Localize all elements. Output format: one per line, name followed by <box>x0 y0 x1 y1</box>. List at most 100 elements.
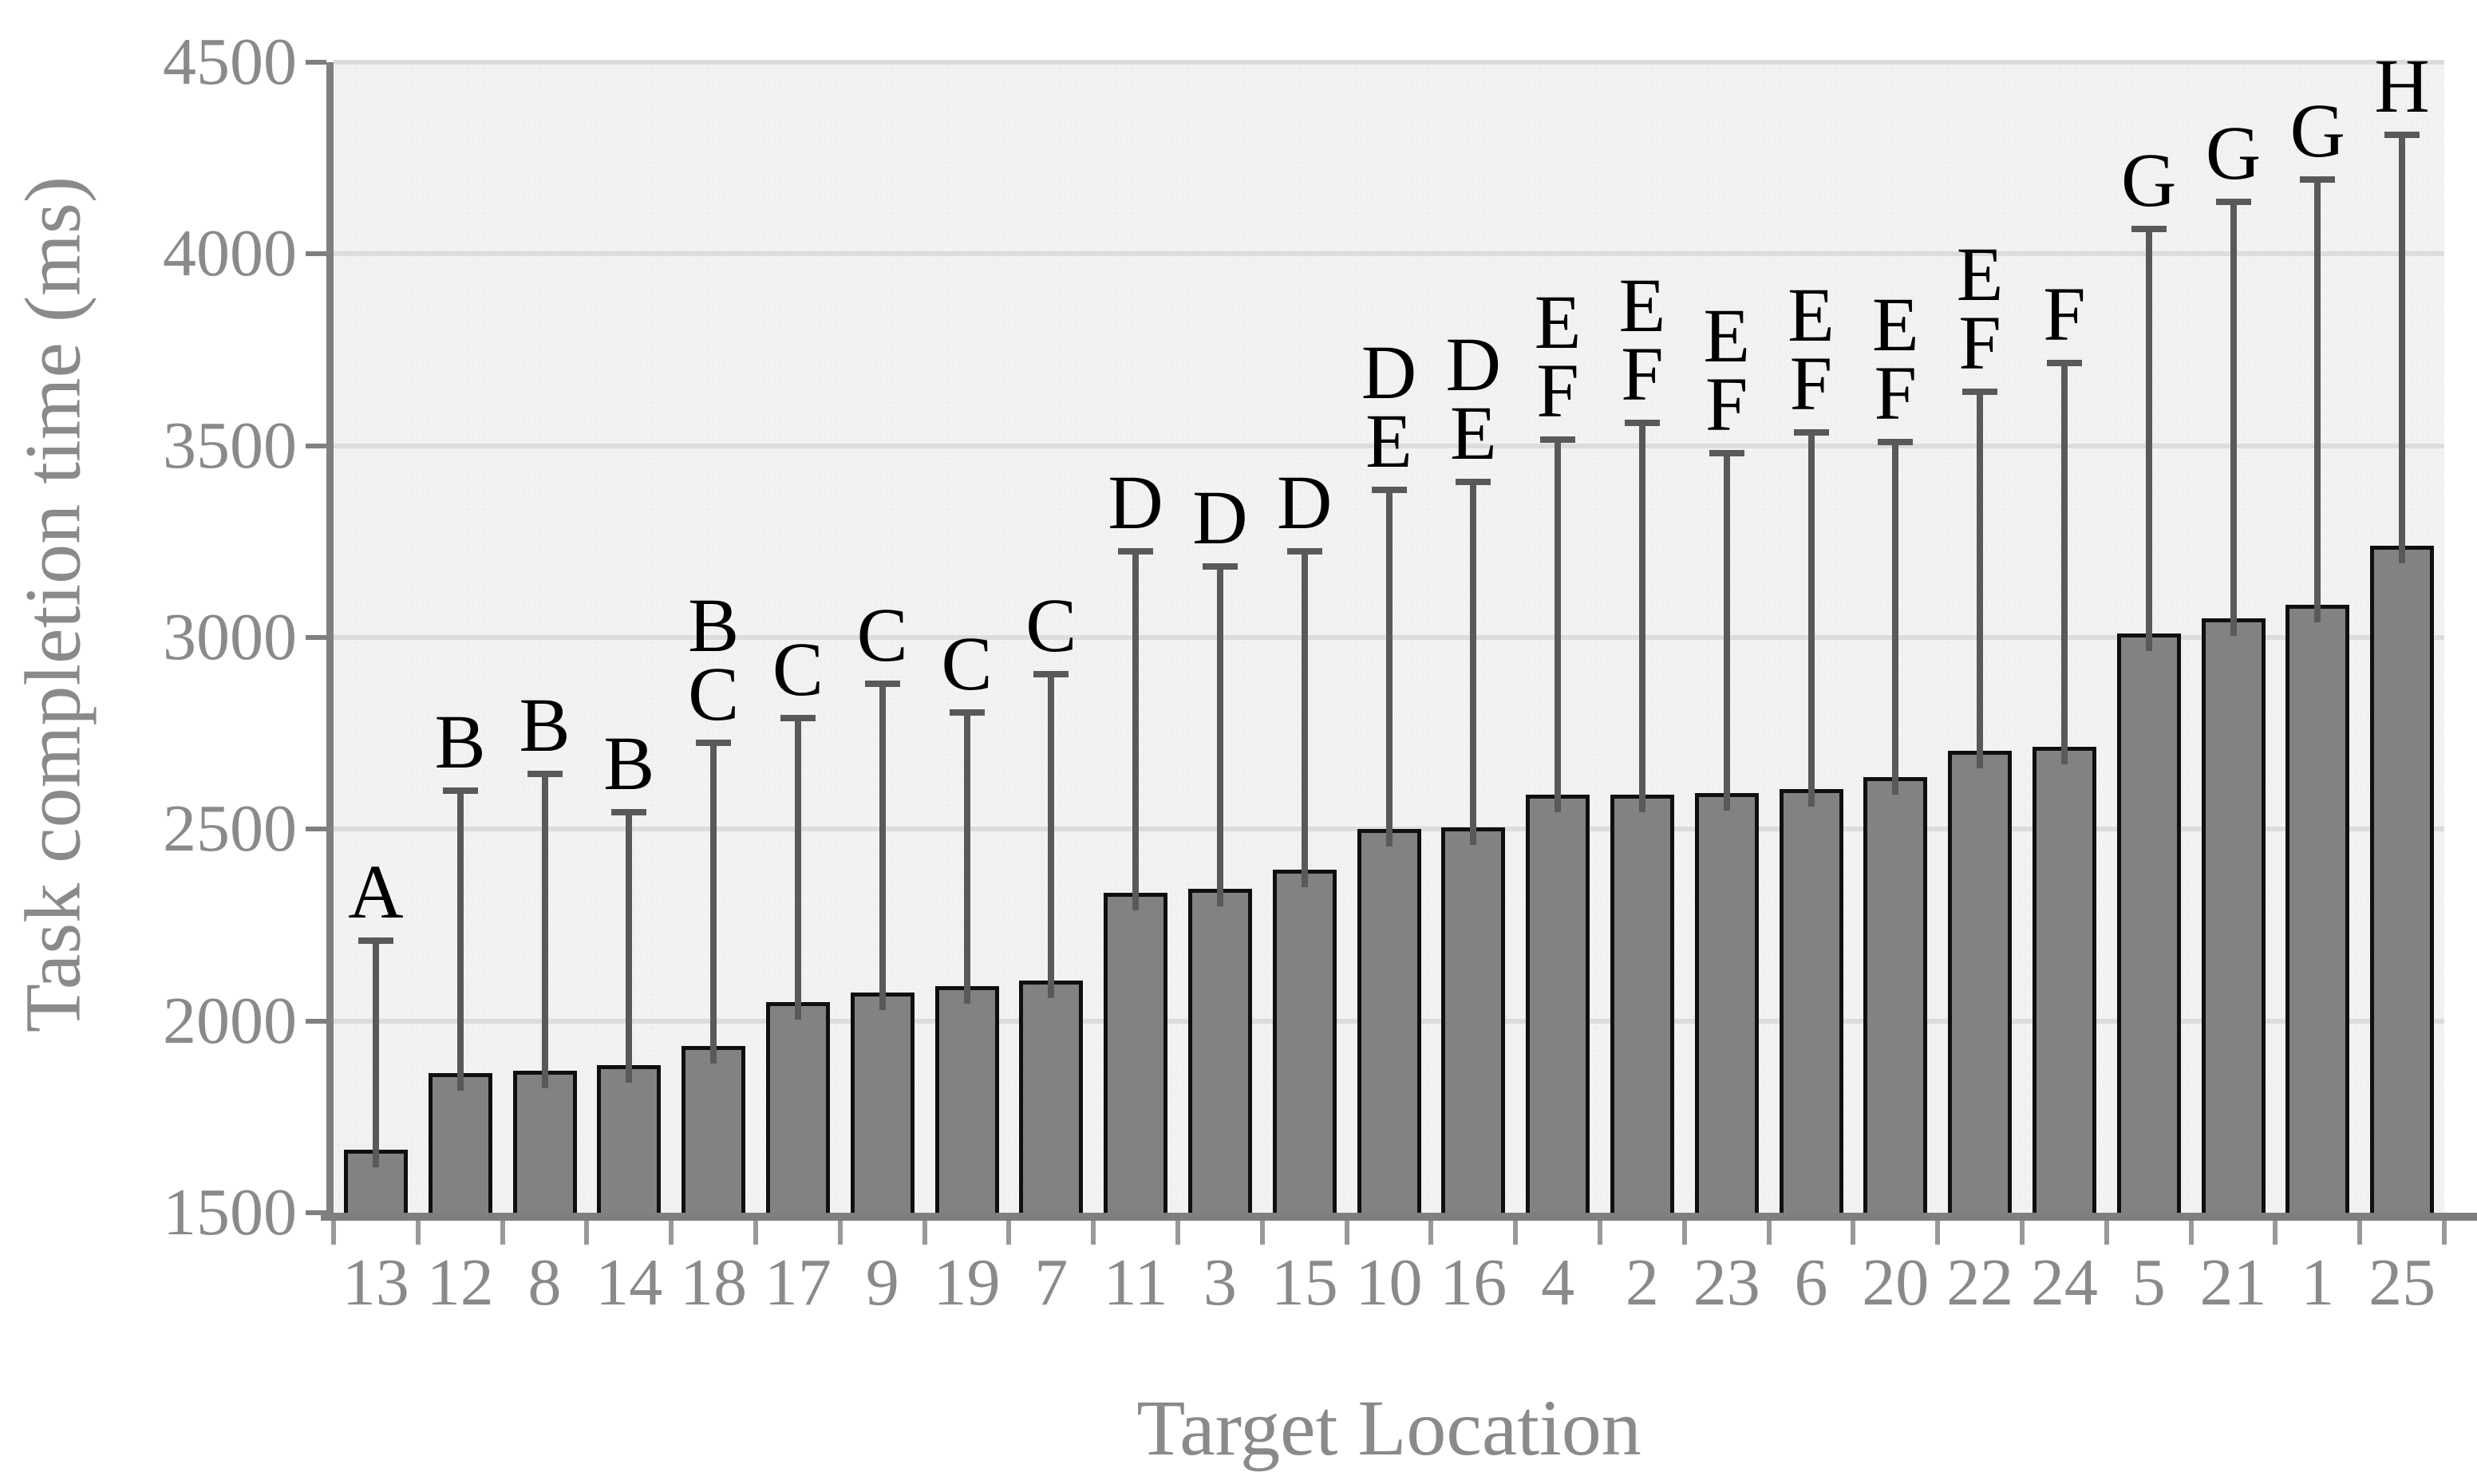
bar-24 <box>2032 747 2096 1213</box>
significance-letter: E <box>1534 279 1582 365</box>
x-tick-label-3: 3 <box>1203 1245 1237 1320</box>
error-bar-cap-1 <box>2300 176 2336 183</box>
error-bar-stem-16 <box>1470 482 1477 845</box>
significance-label-7: C <box>1025 586 1077 663</box>
significance-label-12: B <box>435 704 486 780</box>
significance-letter: A <box>348 848 404 934</box>
error-bar-stem-15 <box>1301 551 1308 887</box>
error-bar-stem-17 <box>794 717 801 1020</box>
bar-15 <box>1272 869 1337 1213</box>
error-bar-stem-23 <box>1723 453 1730 811</box>
x-tick-label-17: 17 <box>764 1245 832 1320</box>
y-axis-title: Task completion time (ms) <box>8 176 97 1033</box>
x-axis-tick-17 <box>1766 1221 1772 1245</box>
error-bar-cap-7 <box>1033 670 1069 677</box>
error-bar-cap-5 <box>2131 226 2167 233</box>
bar-3 <box>1187 888 1252 1213</box>
gridline-4500 <box>334 60 2444 65</box>
significance-letter: G <box>2205 110 2262 196</box>
x-axis-tick-7 <box>922 1221 927 1245</box>
significance-letter: E <box>1788 271 1835 357</box>
error-bar-stem-2 <box>1638 422 1645 813</box>
x-axis-tick-3 <box>584 1221 590 1245</box>
error-bar-cap-3 <box>1202 563 1238 570</box>
bar-23 <box>1694 792 1759 1213</box>
error-bar-cap-8 <box>527 770 563 777</box>
error-bar-cap-12 <box>442 787 478 795</box>
bar-7 <box>1019 981 1084 1213</box>
significance-label-17: C <box>772 630 824 707</box>
significance-label-13: A <box>348 848 404 934</box>
error-bar-stem-24 <box>2060 363 2068 764</box>
significance-letter: D <box>1361 329 1417 415</box>
bar-2 <box>1610 795 1674 1213</box>
x-tick-label-13: 13 <box>342 1245 409 1320</box>
error-bar-cap-6 <box>1793 428 1829 436</box>
y-tick-label-2000: 2000 <box>163 983 297 1058</box>
error-bar-stem-7 <box>1048 673 1055 999</box>
x-axis-tick-11 <box>1259 1221 1265 1245</box>
y-axis-tick-3500 <box>306 443 326 448</box>
x-tick-label-1: 1 <box>2301 1245 2335 1320</box>
error-bar-cap-9 <box>864 680 900 687</box>
bar-20 <box>1863 777 1928 1213</box>
x-axis-tick-15 <box>1598 1221 1602 1245</box>
y-tick-label-4000: 4000 <box>163 216 297 291</box>
error-bar-stem-14 <box>626 811 633 1083</box>
error-bar-stem-5 <box>2145 229 2152 652</box>
x-axis-tick-1 <box>415 1221 421 1245</box>
significance-letter: F <box>1705 361 1748 448</box>
x-axis-tick-4 <box>669 1221 674 1245</box>
error-bar-stem-18 <box>710 743 717 1064</box>
significance-letter: F <box>1789 340 1833 426</box>
y-axis-tick-2500 <box>306 827 326 832</box>
significance-letter: F <box>1874 349 1917 436</box>
significance-letter: G <box>2121 137 2177 223</box>
significance-letter: E <box>1703 293 1751 379</box>
significance-letter: C <box>856 591 908 677</box>
x-axis-tick-0 <box>331 1221 336 1245</box>
error-bar-stem-12 <box>456 791 464 1091</box>
x-tick-label-15: 15 <box>1270 1245 1338 1320</box>
error-bar-cap-22 <box>1962 389 1998 396</box>
significance-letter: D <box>1108 459 1163 545</box>
x-axis-title: Target Location <box>1136 1383 1641 1472</box>
significance-letter: F <box>1621 330 1664 416</box>
error-bar-cap-11 <box>1118 547 1154 555</box>
x-tick-label-21: 21 <box>2199 1245 2267 1320</box>
significance-label-19: C <box>941 625 992 701</box>
bar-25 <box>2370 545 2435 1213</box>
error-bar-cap-18 <box>696 740 732 747</box>
error-bar-stem-3 <box>1216 566 1223 906</box>
error-bar-cap-15 <box>1286 547 1322 555</box>
bar-17 <box>765 1001 830 1213</box>
bar-19 <box>934 986 999 1213</box>
error-bar-stem-10 <box>1385 489 1393 847</box>
error-bar-cap-2 <box>1624 419 1660 426</box>
error-bar-cap-17 <box>780 714 816 721</box>
error-bar-stem-25 <box>2399 135 2406 563</box>
x-axis-tick-9 <box>1091 1221 1096 1245</box>
y-axis-tick-3000 <box>306 635 326 640</box>
x-tick-label-8: 8 <box>527 1245 562 1320</box>
x-tick-label-22: 22 <box>1946 1245 2014 1320</box>
y-axis-tick-4500 <box>306 60 326 65</box>
significance-letter: D <box>1192 475 1248 561</box>
error-bar-stem-1 <box>2314 179 2321 623</box>
bar-4 <box>1526 795 1590 1213</box>
significance-label-14: B <box>603 724 654 801</box>
significance-letter: G <box>2289 87 2345 173</box>
significance-letter: B <box>688 582 740 669</box>
x-axis-tick-23 <box>2273 1221 2278 1245</box>
significance-letter: F <box>2043 271 2086 357</box>
bar-6 <box>1779 788 1843 1213</box>
bar-5 <box>2116 633 2181 1213</box>
